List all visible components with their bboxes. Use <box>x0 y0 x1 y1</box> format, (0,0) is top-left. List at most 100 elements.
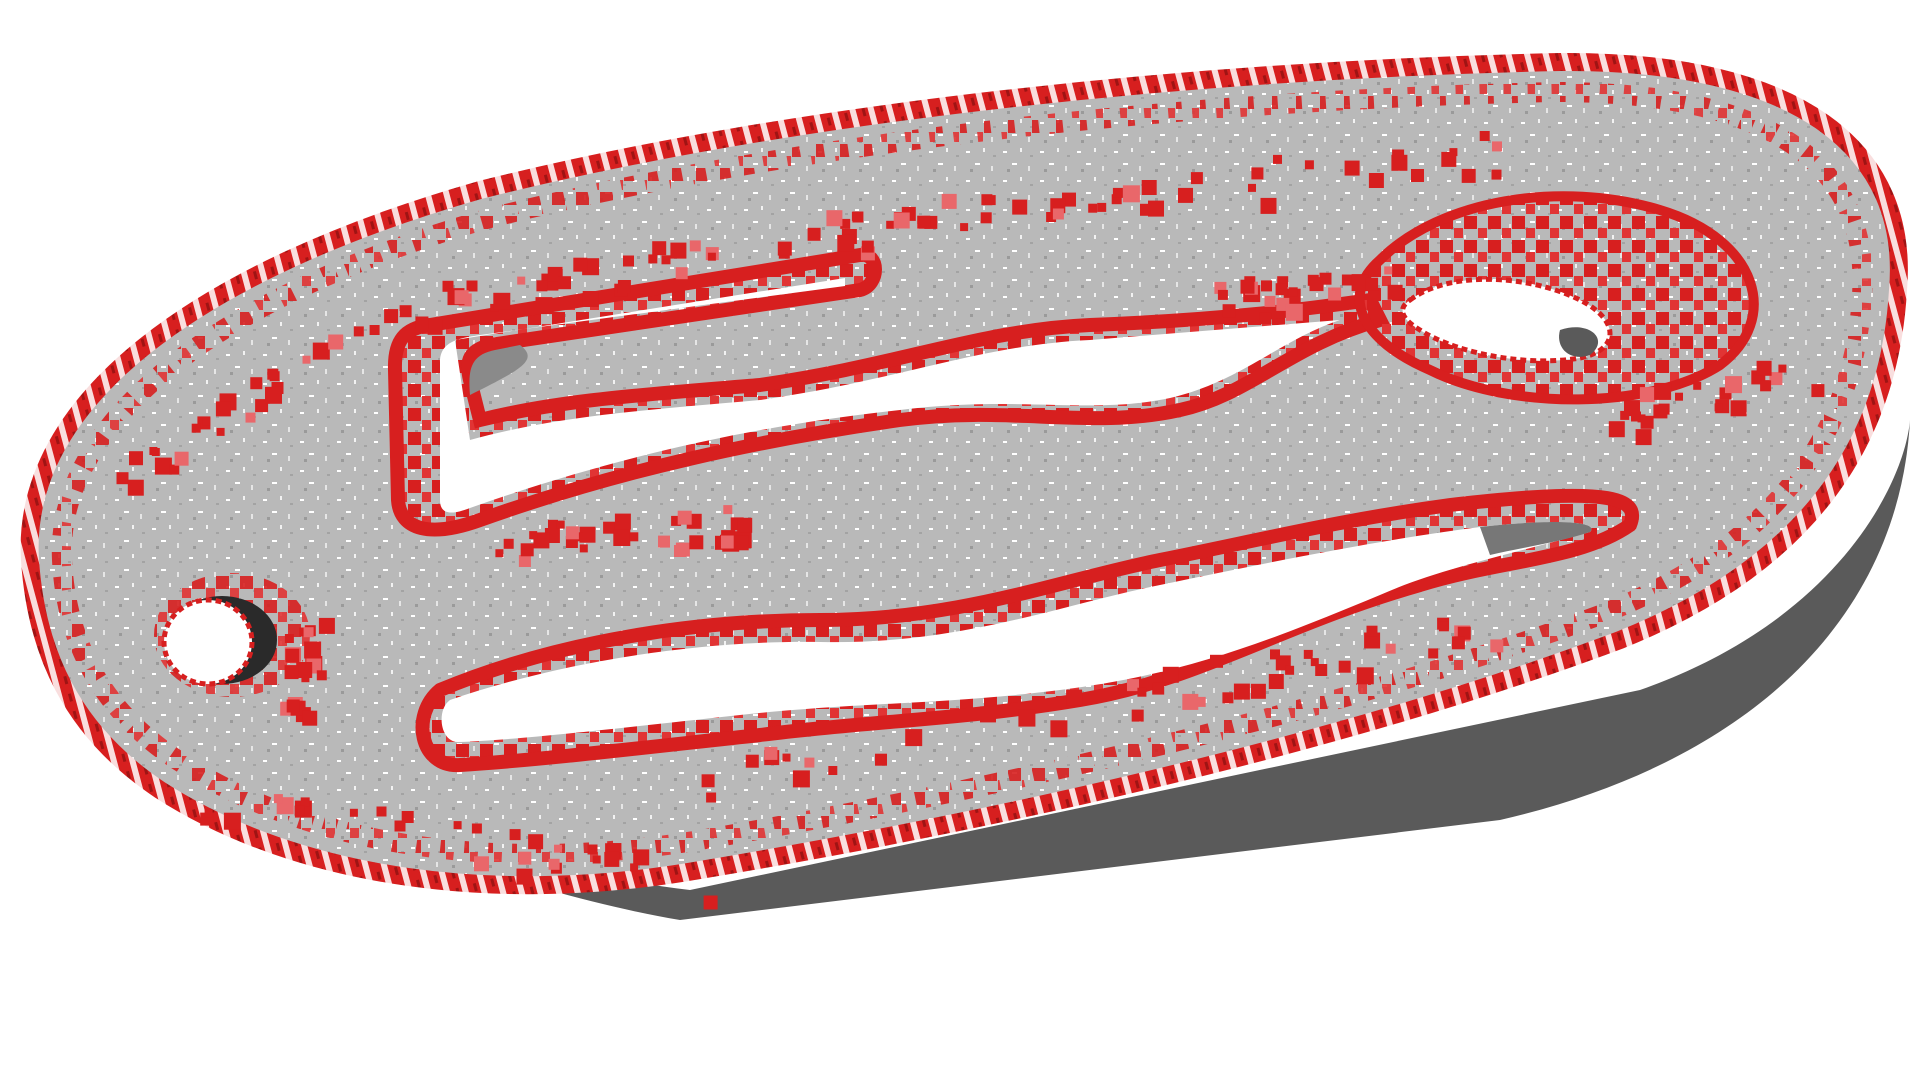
voxel-block <box>1264 295 1276 307</box>
voxel-block <box>518 555 531 567</box>
voxel-block <box>284 665 299 680</box>
voxel-block <box>401 811 414 823</box>
left-mount-hole <box>154 573 310 697</box>
voxel-block <box>1012 199 1028 215</box>
voxel-block <box>960 223 969 232</box>
voxel-block <box>318 617 335 634</box>
voxel-block <box>1351 274 1369 292</box>
voxel-block <box>273 794 283 804</box>
voxel-block <box>579 544 588 553</box>
voxel-block <box>617 280 631 293</box>
voxel-block <box>415 316 429 330</box>
voxel-block <box>1217 289 1228 300</box>
voxel-block <box>558 276 571 290</box>
voxel-block <box>674 545 686 557</box>
voxel-block <box>1760 380 1772 392</box>
voxel-block <box>255 399 269 413</box>
voxel-block <box>1277 276 1289 288</box>
voxel-block <box>312 342 330 360</box>
voxel-block <box>1240 279 1255 294</box>
voxel-block <box>565 526 579 540</box>
voxel-block <box>658 535 670 548</box>
voxel-block <box>316 670 327 681</box>
voxel-block <box>296 662 313 678</box>
voxel-block <box>520 543 534 557</box>
voxel-block <box>648 254 658 264</box>
voxel-block <box>1387 284 1403 300</box>
voxel-block <box>807 227 821 241</box>
voxel-block <box>1411 169 1424 182</box>
voxel-block <box>1366 625 1378 637</box>
voxel-block <box>1066 689 1083 706</box>
voxel-block <box>629 532 639 542</box>
voxel-block <box>474 856 489 872</box>
voxel-block <box>466 280 478 292</box>
voxel-block <box>1441 151 1457 167</box>
voxel-block <box>1131 709 1144 722</box>
voxel-block <box>777 241 792 256</box>
voxel-block <box>1260 197 1277 214</box>
voxel-block <box>1182 693 1199 710</box>
voxel-block <box>302 355 311 364</box>
voxel-block <box>737 517 753 533</box>
voxel-block <box>1062 192 1076 207</box>
right-eye-hole <box>1354 191 1759 405</box>
voxel-block <box>1046 212 1057 222</box>
voxel-block <box>285 648 300 663</box>
voxel-block <box>353 326 364 337</box>
voxel-block <box>677 510 692 525</box>
voxel-block <box>633 849 650 866</box>
voxel-block <box>528 834 544 850</box>
voxel-block <box>223 812 241 830</box>
voxel-block <box>782 753 791 762</box>
voxel-block <box>1365 277 1379 291</box>
voxel-block <box>427 319 443 335</box>
voxel-block <box>294 805 305 816</box>
voxel-block <box>1288 287 1298 297</box>
voxel-block <box>454 290 469 305</box>
voxel-block <box>303 627 314 638</box>
voxel-block <box>828 766 838 775</box>
voxel-block <box>1285 303 1303 321</box>
voxel-block <box>1653 404 1668 419</box>
voxel-block <box>826 210 843 227</box>
voxel-block <box>442 280 454 292</box>
voxel-block <box>328 334 344 350</box>
voxel-block <box>245 412 256 423</box>
voxel-block <box>1122 185 1140 203</box>
voxel-block <box>1261 280 1272 292</box>
voxel-block <box>1714 403 1723 412</box>
voxel-block <box>980 706 996 723</box>
voxel-block <box>689 240 701 252</box>
voxel-block <box>548 858 560 870</box>
voxel-block <box>893 212 910 229</box>
voxel-block <box>1693 381 1702 390</box>
voxel-block <box>1250 683 1266 699</box>
voxel-block <box>733 535 749 551</box>
voxel-block <box>1675 392 1683 401</box>
voxel-block <box>1635 429 1652 446</box>
voxel-block <box>574 532 584 542</box>
voxel-block <box>536 280 548 292</box>
voxel-block <box>1428 648 1439 659</box>
voxel-block <box>1356 667 1374 685</box>
voxel-block <box>1490 639 1504 653</box>
voxel-block <box>1756 360 1772 376</box>
voxel-block <box>129 451 143 466</box>
voxel-block <box>861 240 874 253</box>
voxel-block <box>518 851 532 865</box>
voxel-block <box>349 808 358 817</box>
voxel-block <box>556 520 565 529</box>
voxel-block <box>917 215 931 229</box>
voxel-block <box>703 895 718 910</box>
voxel-block <box>286 699 300 713</box>
voxel-block <box>1341 274 1353 286</box>
voxel-block <box>265 386 282 404</box>
voxel-block <box>1111 194 1122 205</box>
voxel-block <box>630 863 639 872</box>
voxel-block <box>1461 168 1476 183</box>
voxel-block <box>1248 183 1256 192</box>
voxel-block <box>1303 649 1313 659</box>
voxel-block <box>1137 687 1147 697</box>
